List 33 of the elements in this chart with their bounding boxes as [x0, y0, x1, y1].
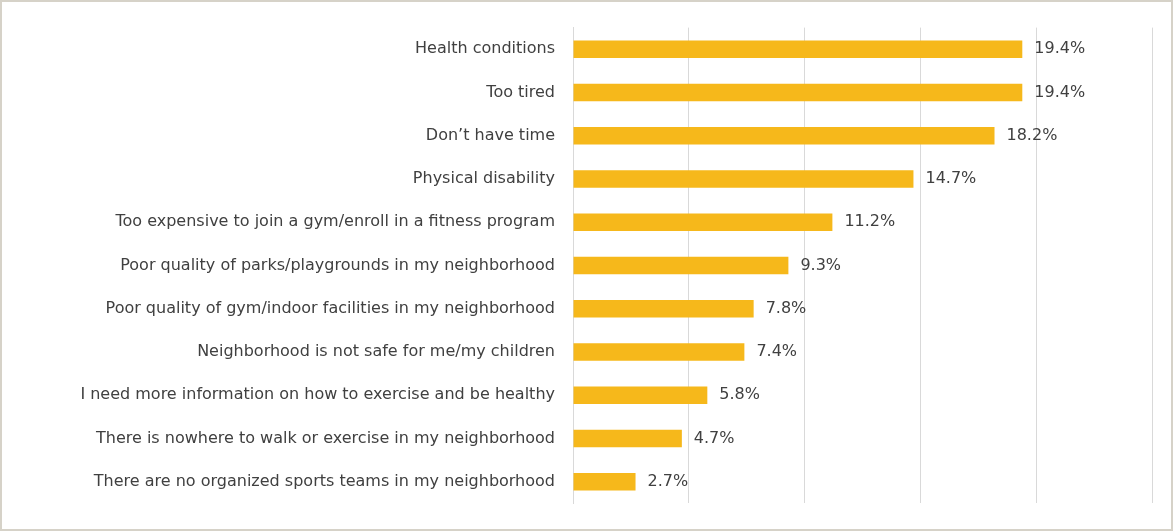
- data-label: 2.7%: [647, 470, 689, 490]
- bar: [573, 473, 636, 491]
- data-label: 9.3%: [800, 254, 842, 274]
- y-tick-label: There is nowhere to walk or exercise in my neighborhood: [95, 427, 555, 447]
- y-tick-label: I need more information on how to exercise and be healthy: [80, 384, 555, 404]
- data-label: 5.8%: [719, 384, 760, 404]
- data-label: 19.4%: [1034, 81, 1086, 101]
- y-tick-label: Physical disability: [412, 168, 555, 188]
- bar: [573, 300, 754, 318]
- y-tick-label: Poor quality of parks/playgrounds in my neighborhood: [120, 254, 555, 274]
- bar: [573, 386, 708, 404]
- y-tick-label: There are no organized sports teams in my neighborhood: [92, 470, 555, 490]
- bar: [573, 83, 1023, 102]
- data-label: 11.2%: [844, 211, 896, 231]
- data-label: 7.8%: [765, 297, 807, 317]
- data-label: 19.4%: [1034, 38, 1086, 58]
- data-label: 7.4%: [756, 341, 798, 361]
- data-label: 14.7%: [925, 168, 977, 188]
- data-label: 4.7%: [693, 427, 735, 447]
- bar: [573, 170, 914, 188]
- y-tick-label: Too tired: [485, 81, 555, 101]
- y-tick-label: Don’t have time: [425, 124, 555, 144]
- bar: [573, 429, 682, 448]
- bar: [573, 256, 789, 275]
- bar: [573, 343, 745, 361]
- y-tick-label: Neighborhood is not safe for me/my children: [197, 341, 555, 361]
- bar: [573, 40, 1023, 58]
- bar: [573, 213, 833, 231]
- y-tick-label: Poor quality of gym/indoor facilities in my neighborhood: [105, 297, 555, 317]
- bar: [573, 127, 995, 145]
- data-label: 18.2%: [1006, 124, 1058, 144]
- y-tick-label: Too expensive to join a gym/enroll in a fitness program: [114, 211, 555, 231]
- y-tick-label: Health conditions: [415, 38, 555, 58]
